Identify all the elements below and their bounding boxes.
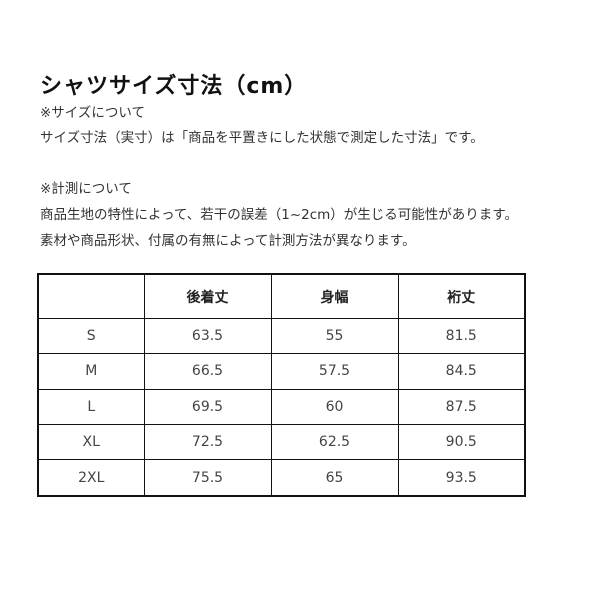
header-sleeve: 裄丈	[397, 273, 526, 320]
measure-note-heading: ※計測について	[40, 181, 132, 197]
header-length: 後着丈	[143, 273, 272, 320]
value-cell: 69.5	[143, 388, 272, 425]
page-title: シャツサイズ寸法（cm）	[40, 74, 308, 99]
value-cell: 84.5	[397, 353, 526, 390]
value-cell: 63.5	[143, 318, 272, 355]
value-cell: 65	[270, 459, 399, 497]
table-row: M 66.5 57.5 84.5	[37, 353, 526, 390]
value-cell: 66.5	[143, 353, 272, 390]
value-cell: 55	[270, 318, 399, 355]
value-cell: 87.5	[397, 388, 526, 425]
value-cell: 81.5	[397, 318, 526, 355]
measure-note-text-2: 素材や商品形状、付属の有無によって計測方法が異なります。	[40, 233, 416, 249]
table-row: L 69.5 60 87.5	[37, 388, 526, 425]
size-cell: 2XL	[37, 459, 145, 497]
measure-note-text-1: 商品生地の特性によって、若干の誤差（1~2cm）が生じる可能性があります。	[40, 207, 518, 223]
size-note-text: サイズ寸法（実寸）は「商品を平置きにした状態で測定した寸法」です。	[40, 130, 484, 146]
value-cell: 62.5	[270, 423, 399, 461]
size-cell: S	[37, 318, 145, 355]
size-cell: L	[37, 388, 145, 425]
header-width: 身幅	[270, 273, 399, 320]
table-row: 2XL 75.5 65 93.5	[37, 459, 526, 497]
header-size	[37, 273, 145, 320]
size-note-heading: ※サイズについて	[40, 105, 146, 121]
table-row: S 63.5 55 81.5	[37, 318, 526, 355]
value-cell: 57.5	[270, 353, 399, 390]
table-header-row: 後着丈 身幅 裄丈	[37, 273, 526, 320]
value-cell: 93.5	[397, 459, 526, 497]
value-cell: 75.5	[143, 459, 272, 497]
value-cell: 60	[270, 388, 399, 425]
size-table: 後着丈 身幅 裄丈 S 63.5 55 81.5 M 66.5 57.5 84.…	[37, 273, 526, 497]
size-cell: XL	[37, 423, 145, 461]
size-cell: M	[37, 353, 145, 390]
table-row: XL 72.5 62.5 90.5	[37, 423, 526, 461]
value-cell: 72.5	[143, 423, 272, 461]
value-cell: 90.5	[397, 423, 526, 461]
